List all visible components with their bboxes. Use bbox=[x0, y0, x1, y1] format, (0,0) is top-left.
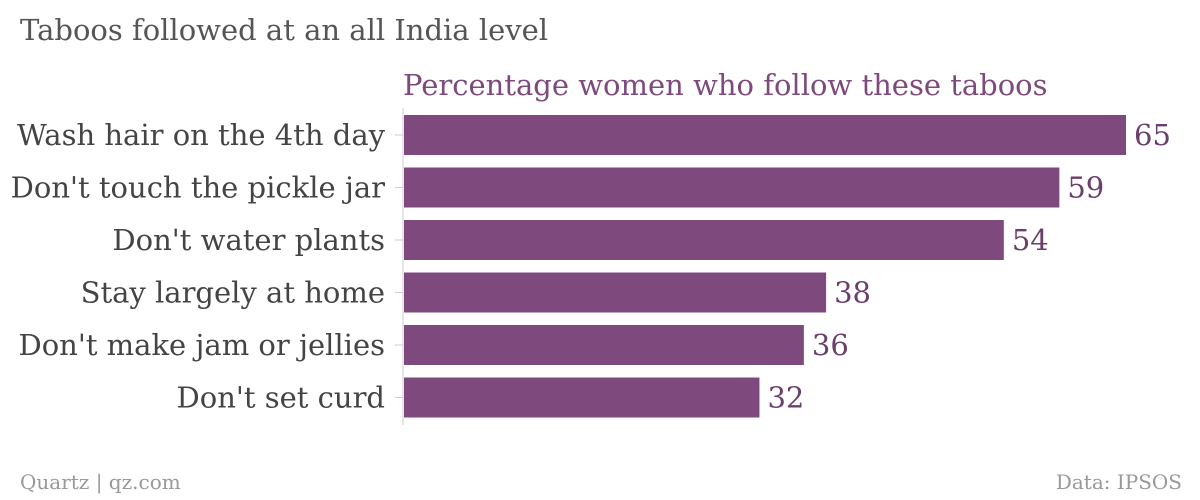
value-label: 65 bbox=[1134, 118, 1171, 152]
bar bbox=[404, 115, 1126, 155]
category-label: Wash hair on the 4th day bbox=[17, 118, 386, 152]
value-label: 32 bbox=[767, 381, 804, 415]
footer-source: Data: IPSOS bbox=[1055, 470, 1182, 494]
category-label: Don't set curd bbox=[177, 381, 386, 415]
category-label: Don't make jam or jellies bbox=[18, 328, 385, 362]
category-label: Stay largely at home bbox=[81, 276, 385, 310]
bar bbox=[404, 167, 1060, 208]
bar bbox=[404, 220, 1004, 260]
bar bbox=[404, 272, 827, 313]
bar bbox=[404, 377, 760, 418]
value-label: 54 bbox=[1012, 223, 1049, 257]
category-label: Don't water plants bbox=[112, 223, 385, 257]
value-label: 36 bbox=[812, 328, 849, 362]
footer-credit: Quartz | qz.com bbox=[20, 470, 181, 494]
chart-subtitle: Percentage women who follow these taboos bbox=[403, 68, 1048, 102]
value-label: 38 bbox=[834, 276, 871, 310]
chart-title: Taboos followed at an all India level bbox=[20, 13, 549, 47]
category-label: Don't touch the pickle jar bbox=[11, 171, 385, 205]
bar bbox=[404, 325, 804, 365]
value-label: 59 bbox=[1067, 171, 1104, 205]
